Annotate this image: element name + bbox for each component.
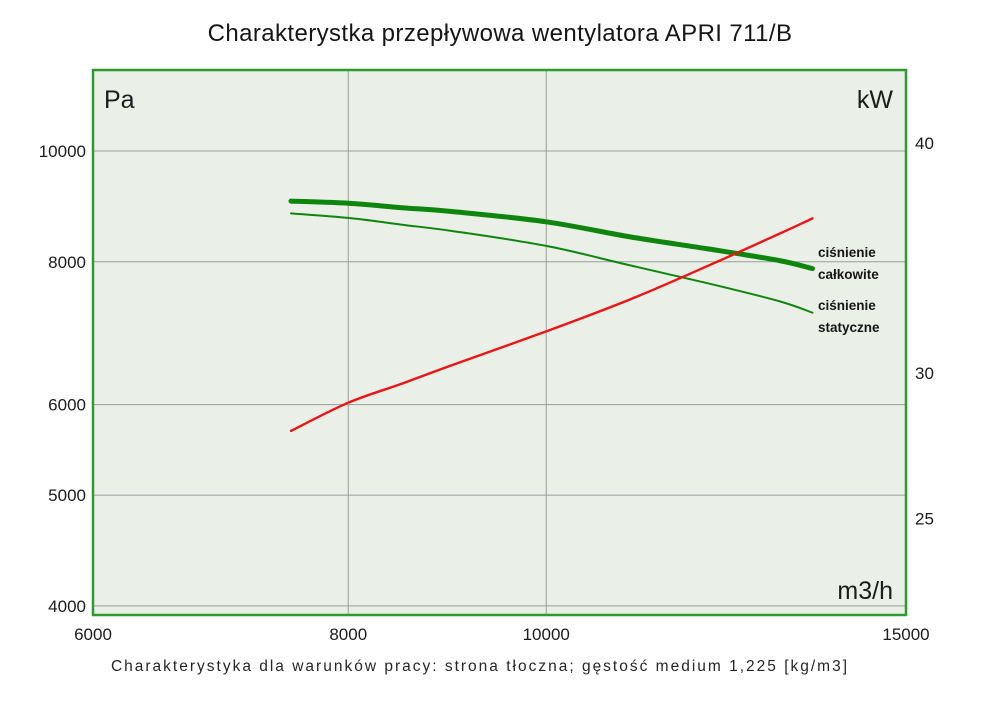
axis-unit-pa: Pa	[104, 86, 135, 114]
chart-caption: Charakterystyka dla warunków pracy: stro…	[110, 658, 850, 675]
curve-cisnienie-statyczne	[289, 212, 814, 314]
plot-background	[93, 70, 906, 615]
curve-power-curve	[289, 217, 814, 433]
y-right-tick-label: 25	[915, 510, 934, 529]
x-tick-label: 6000	[74, 625, 112, 644]
y-right-tick-label: 40	[915, 134, 934, 153]
y-left-tick-label: 10000	[39, 142, 86, 161]
axis-unit-kw: kW	[857, 86, 894, 114]
y-left-tick-label: 5000	[48, 486, 86, 505]
y-left-tick-label: 8000	[48, 253, 86, 272]
x-tick-label: 8000	[329, 625, 367, 644]
legend-cisnienie-calkowite: całkowite	[818, 267, 879, 282]
y-left-tick-label: 6000	[48, 396, 86, 415]
x-tick-label: 10000	[523, 625, 570, 644]
y-right-tick-label: 30	[915, 364, 934, 383]
legend-cisnienie-statyczne: statyczne	[818, 320, 880, 335]
plot-border	[91, 68, 908, 617]
legend-cisnienie-calkowite: ciśnienie	[818, 245, 876, 260]
axis-unit-m3h: m3/h	[837, 577, 893, 605]
chart-title: Charakterystka przepływowa wentylatora A…	[207, 20, 793, 47]
legend-cisnienie-statyczne: ciśnienie	[818, 298, 876, 313]
curve-cisnienie-calkowite	[288, 198, 815, 272]
y-left-tick-label: 4000	[48, 597, 86, 616]
x-tick-label: 15000	[882, 625, 929, 644]
